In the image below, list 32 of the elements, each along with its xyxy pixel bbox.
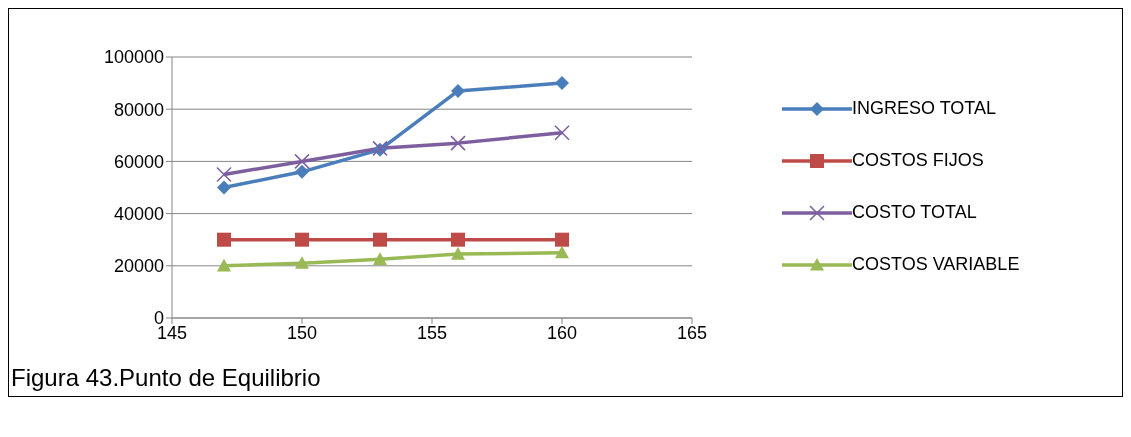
- point: [373, 252, 387, 265]
- text: Figura 43.Punto de Equilibrio: [10, 364, 322, 393]
- y-tick-label: 80000: [113, 99, 164, 120]
- point: [216, 166, 232, 183]
- x-tick-label: 155: [416, 322, 448, 343]
- y-tick-label: 40000: [113, 203, 164, 224]
- point: [294, 153, 310, 170]
- y-tick-label: 20000: [113, 256, 164, 277]
- legend-label: COSTOS FIJOS: [852, 150, 984, 171]
- point: [554, 124, 570, 141]
- legend-label: COSTO TOTAL: [852, 202, 977, 223]
- point: [217, 258, 231, 272]
- point: [451, 247, 465, 260]
- point: [555, 232, 569, 247]
- y-tick-label: 60000: [113, 151, 164, 172]
- x-tick-label: 150: [286, 322, 318, 343]
- point: [451, 83, 465, 98]
- point: [555, 245, 569, 259]
- x-tick-label: 160: [546, 322, 578, 343]
- point: [295, 256, 309, 269]
- legend-label: INGRESO TOTAL: [852, 98, 997, 119]
- point: [373, 232, 387, 247]
- point: [450, 135, 466, 151]
- point: [217, 232, 231, 247]
- y-tick-label: 100000: [103, 47, 164, 68]
- legend-label: COSTOS VARIABLE: [852, 254, 1020, 275]
- point: [295, 232, 309, 247]
- point: [217, 180, 231, 195]
- x-tick-label: 165: [676, 322, 708, 343]
- point: [555, 76, 569, 91]
- point: [451, 232, 465, 247]
- point: [295, 164, 309, 179]
